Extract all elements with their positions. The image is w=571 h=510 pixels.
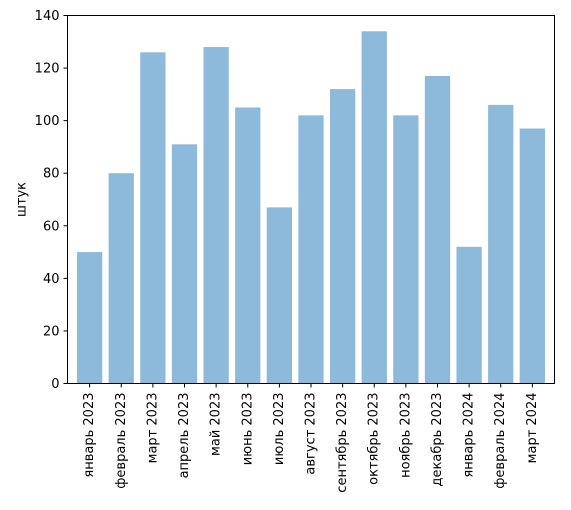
bar-5 xyxy=(203,47,229,384)
bar-6 xyxy=(235,107,261,384)
y-tick-label: 40 xyxy=(43,272,60,287)
plot-frame xyxy=(67,15,555,384)
x-tick-label: июль 2023 xyxy=(272,393,287,466)
x-tick-label: октябрь 2023 xyxy=(367,393,382,485)
x-tick-label: ноябрь 2023 xyxy=(398,393,413,478)
bar-3 xyxy=(140,52,166,384)
y-axis-label: штук xyxy=(15,182,30,217)
x-tick-label: сентябрь 2023 xyxy=(335,393,350,493)
bar-13 xyxy=(456,246,482,384)
bars-group xyxy=(76,31,546,384)
bar-14 xyxy=(488,104,514,384)
x-tick-label: апрель 2023 xyxy=(177,393,192,479)
x-tick-label: декабрь 2023 xyxy=(430,393,445,487)
bar-11 xyxy=(393,115,419,384)
bar-4 xyxy=(171,144,198,384)
x-tick-label: январь 2024 xyxy=(462,393,477,478)
y-tick-label: 60 xyxy=(43,219,60,234)
bar-10 xyxy=(361,31,387,384)
bar-15 xyxy=(519,128,546,384)
y-tick-label: 140 xyxy=(35,9,60,24)
x-tick-label: август 2023 xyxy=(304,393,319,475)
bar-12 xyxy=(424,75,451,384)
x-tick-label: июнь 2023 xyxy=(240,393,255,466)
x-tick-label: март 2024 xyxy=(525,393,540,464)
y-tick-label: 20 xyxy=(43,324,60,339)
x-tick-label: май 2023 xyxy=(209,393,224,456)
y-tick-label: 120 xyxy=(35,62,60,77)
x-tick-label: январь 2023 xyxy=(82,393,97,478)
x-tick-label: март 2023 xyxy=(145,393,160,464)
x-tick-label: февраль 2024 xyxy=(493,392,508,488)
x-tick-label: февраль 2023 xyxy=(114,393,129,489)
bar-2 xyxy=(108,173,134,384)
bar-1 xyxy=(76,252,103,384)
bar-8 xyxy=(298,115,324,384)
y-tick-label: 0 xyxy=(51,377,59,392)
bar-7 xyxy=(266,207,293,384)
x-axis: январь 2023 февраль 2023 март 2023 апрель 2… xyxy=(82,383,540,493)
y-axis: 0 20 40 60 80 100 120 140 xyxy=(35,9,68,392)
y-tick-label: 80 xyxy=(43,167,60,182)
y-tick-label: 100 xyxy=(35,114,60,129)
bar-9 xyxy=(329,89,356,384)
